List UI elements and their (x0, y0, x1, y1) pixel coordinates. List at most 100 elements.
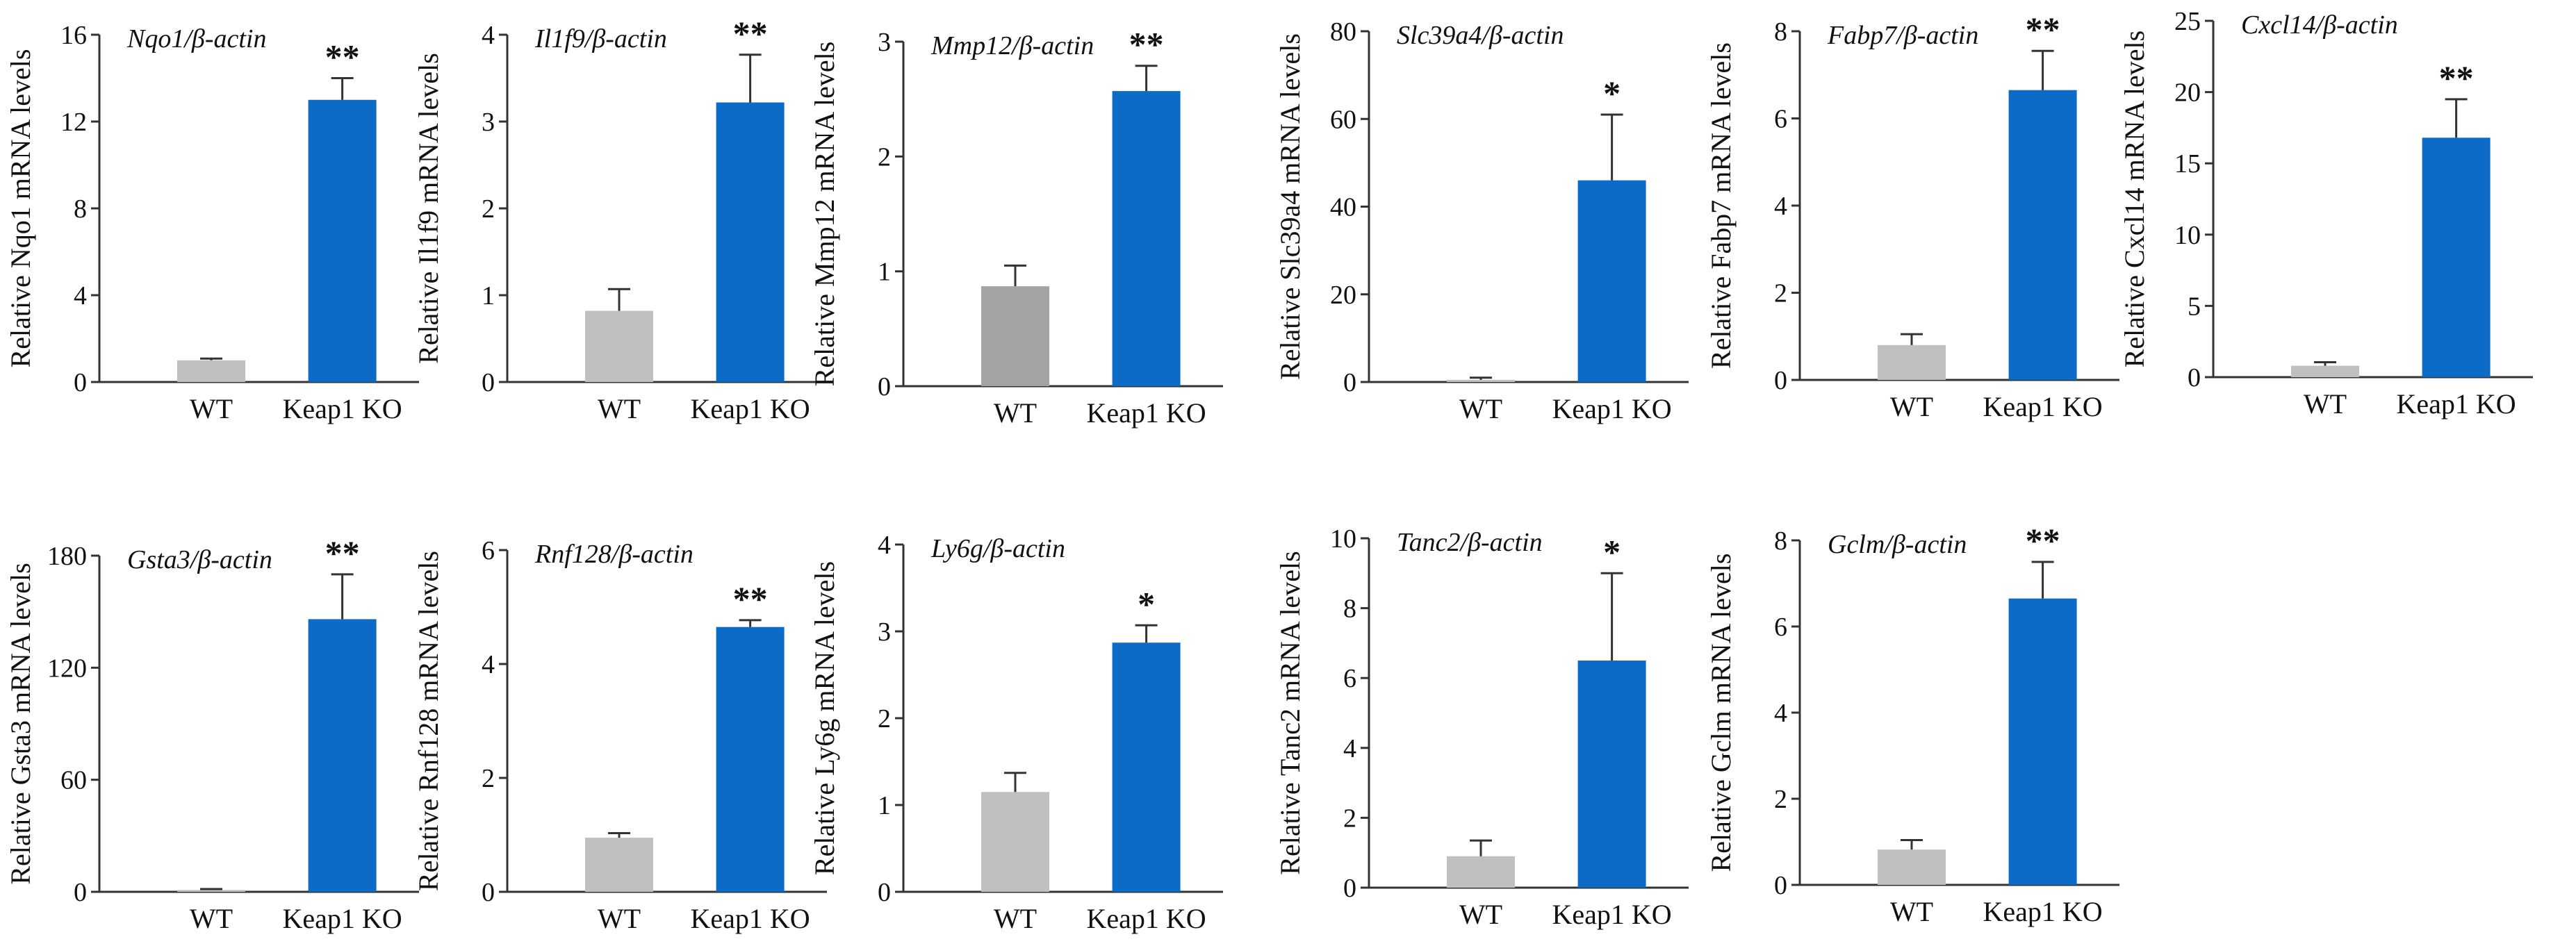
y-tick-label: 2 (482, 764, 495, 793)
x-category-label: WT (994, 397, 1037, 429)
y-tick-label: 8 (1343, 595, 1356, 624)
x-category-label: Keap1 KO (1983, 896, 2103, 927)
bar-keap1-ko (716, 626, 785, 892)
x-category-label: WT (994, 903, 1037, 934)
y-axis-label: Relative Gsta3 mRNA levels (5, 563, 36, 884)
chart-panel-rnf128: 0 2 4 6 Relative Rnf128 mRNA levels Rnf128/β-… (413, 536, 827, 934)
y-tick-label: 0 (878, 372, 891, 401)
y-tick-label: 5 (2188, 292, 2201, 321)
bar-keap1-ko (1577, 661, 1646, 888)
bar-keap1-ko (716, 102, 785, 382)
significance-marker: ** (325, 533, 360, 572)
y-tick-label: 8 (74, 194, 87, 224)
x-category-label: Keap1 KO (1552, 899, 1672, 930)
y-tick-label: 1 (878, 258, 891, 287)
x-category-label: Keap1 KO (1087, 903, 1206, 934)
y-tick-label: 6 (482, 536, 495, 565)
y-tick-label: 20 (2174, 78, 2201, 108)
y-tick-label: 4 (74, 281, 87, 310)
y-axis-label: Relative Il1f9 mRNA levels (413, 53, 444, 364)
x-category-label: WT (2304, 388, 2347, 420)
bar-wt (981, 286, 1049, 386)
y-tick-label: 0 (1774, 366, 1787, 395)
chart-panel-nqo1: 0 4 8 12 16 Relative Nqo1 mRNA levels Nqo1/β-a… (5, 21, 419, 424)
y-tick-label: 0 (1774, 871, 1787, 900)
y-tick-label: 4 (482, 21, 495, 50)
x-category-label: WT (1459, 393, 1502, 424)
y-tick-label: 120 (47, 654, 87, 683)
significance-marker: * (1603, 532, 1621, 571)
y-tick-label: 6 (1774, 105, 1787, 134)
bar-wt (585, 838, 653, 892)
significance-marker: ** (2026, 10, 2060, 49)
significance-marker: ** (733, 14, 768, 53)
chart-panel-gsta3: 0 60 120 180 Relative Gsta3 mRNA levels Gsta3… (5, 533, 419, 934)
y-tick-label: 180 (47, 542, 87, 571)
x-category-label: Keap1 KO (283, 393, 402, 424)
bar-wt (981, 792, 1049, 892)
y-tick-label: 16 (60, 21, 87, 50)
chart-panel-ly6g: 0 1 2 3 4 Relative Ly6g mRNA levels Ly6g/β-act… (809, 531, 1223, 934)
panel-title: Nqo1/β-actin (126, 24, 266, 53)
y-axis-label: Relative Mmp12 mRNA levels (809, 42, 840, 387)
panel-title: Rnf128/β-actin (534, 540, 694, 569)
panel-title: Slc39a4/β-actin (1397, 21, 1564, 50)
x-category-label: WT (190, 903, 233, 934)
y-tick-label: 2 (1343, 804, 1356, 833)
y-tick-label: 4 (878, 531, 891, 560)
x-category-label: WT (598, 903, 641, 934)
y-tick-label: 80 (1330, 17, 1356, 47)
y-tick-label: 15 (2174, 149, 2201, 179)
significance-marker: ** (733, 579, 768, 618)
y-tick-label: 1 (878, 791, 891, 820)
bar-wt (1447, 856, 1515, 888)
y-tick-label: 40 (1330, 193, 1356, 222)
x-category-label: Keap1 KO (2397, 388, 2516, 420)
y-tick-label: 0 (1343, 874, 1356, 903)
panel-title: Il1f9/β-actin (534, 24, 667, 53)
y-tick-label: 0 (1343, 368, 1356, 397)
chart-panel-cxcl14: 0 5 10 15 20 25 Relative Cxcl14 mRNA levels Cxc… (2119, 7, 2533, 420)
y-tick-label: 4 (1774, 192, 1787, 221)
y-tick-label: 3 (482, 108, 495, 137)
chart-panel-gclm: 0 2 4 6 8 Relative Gclm mRNA levels Gclm/β-act… (1705, 521, 2119, 927)
y-tick-label: 0 (482, 878, 495, 907)
x-category-label: Keap1 KO (691, 393, 810, 424)
bar-wt (1878, 345, 1946, 380)
y-tick-label: 8 (1774, 526, 1787, 556)
bar-keap1-ko (1112, 642, 1181, 892)
y-tick-label: 2 (482, 194, 495, 224)
y-axis-label: Relative Rnf128 mRNA levels (413, 551, 444, 891)
bar-keap1-ko (1112, 91, 1181, 387)
y-tick-label: 20 (1330, 281, 1356, 310)
panel-title: Ly6g/β-actin (930, 534, 1065, 563)
bar-wt (585, 310, 653, 382)
y-tick-label: 2 (1774, 279, 1787, 308)
y-tick-label: 0 (482, 368, 495, 397)
y-tick-label: 6 (1774, 613, 1787, 642)
y-tick-label: 0 (878, 878, 891, 907)
bar-keap1-ko (308, 99, 377, 382)
y-tick-label: 4 (482, 650, 495, 679)
y-tick-label: 0 (74, 368, 87, 397)
x-category-label: WT (1890, 896, 1933, 927)
bar-keap1-ko (2008, 598, 2077, 885)
significance-marker: * (1138, 584, 1155, 623)
y-tick-label: 0 (74, 878, 87, 907)
y-tick-label: 4 (1774, 699, 1787, 728)
y-tick-label: 12 (60, 108, 87, 137)
y-axis-label: Relative Cxcl14 mRNA levels (2119, 31, 2150, 368)
bar-wt (1878, 849, 1946, 885)
significance-marker: * (1603, 74, 1621, 113)
x-category-label: Keap1 KO (1552, 393, 1672, 424)
y-tick-label: 2 (878, 704, 891, 733)
significance-marker: ** (1129, 25, 1164, 64)
bar-wt (177, 360, 245, 382)
x-category-label: WT (1459, 899, 1502, 930)
panel-title: Tanc2/β-actin (1397, 528, 1543, 557)
x-category-label: WT (1890, 391, 1933, 422)
bar-keap1-ko (308, 619, 377, 892)
panel-title: Mmp12/β-actin (930, 31, 1094, 60)
x-category-label: Keap1 KO (1087, 397, 1206, 429)
